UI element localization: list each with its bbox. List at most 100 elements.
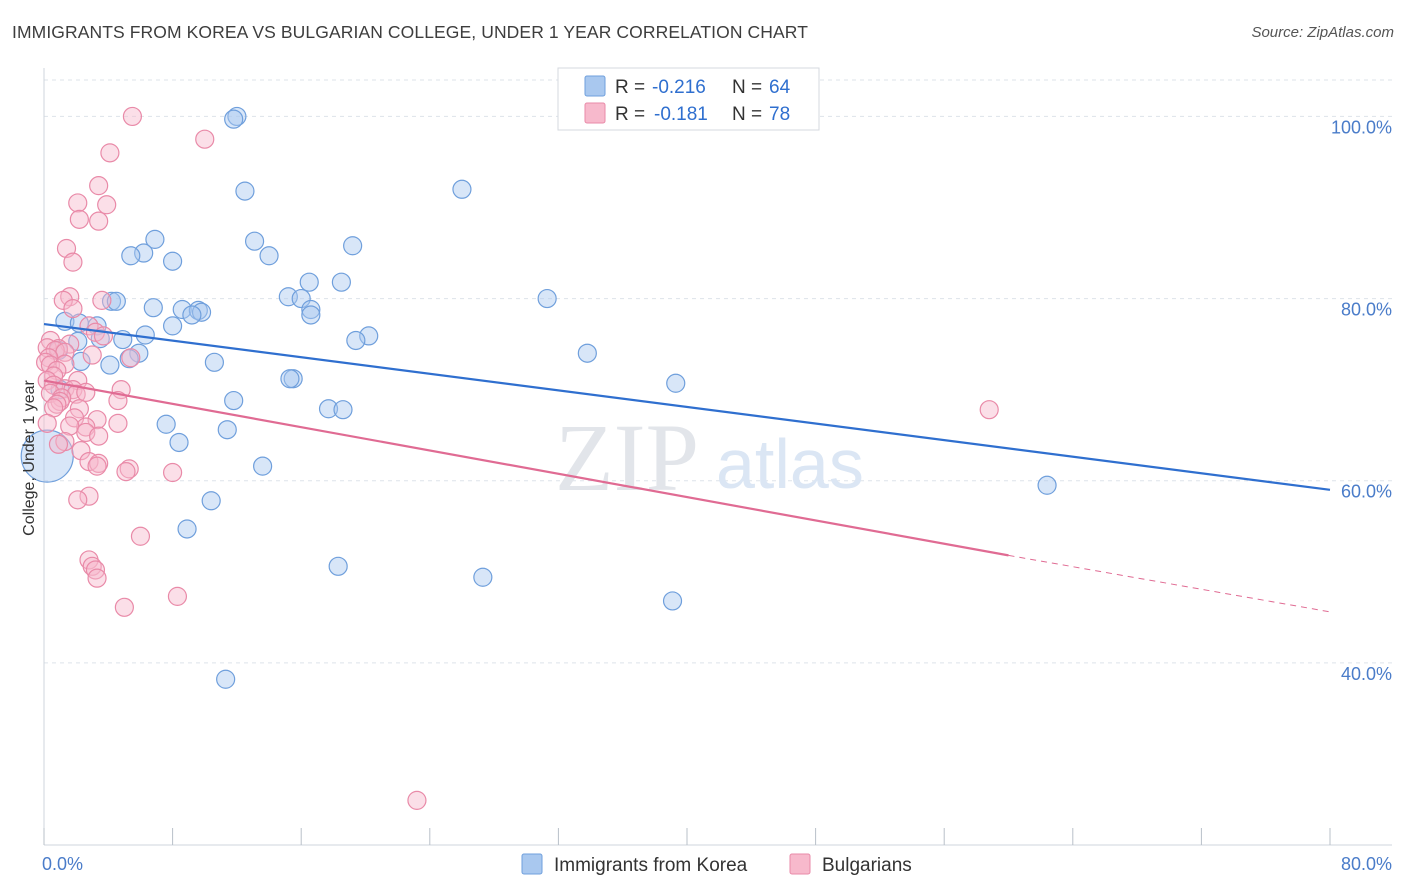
point-bulgarians-29 bbox=[47, 360, 67, 381]
point-bulgarians-59 bbox=[87, 456, 107, 476]
point-bulgarians-70 bbox=[167, 586, 188, 606]
point-bulgarians-10 bbox=[60, 287, 80, 307]
point-bulgarians-7 bbox=[89, 211, 109, 231]
point-korea-29 bbox=[163, 316, 183, 336]
point-korea-47 bbox=[224, 390, 244, 411]
point-korea-32 bbox=[346, 330, 366, 351]
point-korea-24 bbox=[301, 299, 321, 320]
y-tick-labels: 40.0% 60.0% 80.0% 100.0% bbox=[1331, 117, 1392, 683]
trend-lines bbox=[43, 322, 1331, 613]
legend-label-bulgarians: Bulgarians bbox=[822, 855, 912, 876]
point-bulgarians-52 bbox=[76, 422, 96, 443]
stats-box: R = -0.216 N = 64 R = -0.181 N = 78 bbox=[557, 67, 820, 131]
source-label: Source: ZipAtlas.com bbox=[1251, 24, 1394, 41]
point-korea-52 bbox=[169, 432, 189, 453]
point-korea-12 bbox=[299, 272, 319, 292]
legend-label-korea: Immigrants from Korea bbox=[554, 855, 748, 876]
point-bulgarians-55 bbox=[48, 434, 69, 454]
axes bbox=[43, 68, 1392, 846]
stats-swatch-bulgarians bbox=[584, 102, 606, 124]
point-korea-56 bbox=[177, 519, 197, 539]
point-bulgarians-4 bbox=[68, 193, 88, 213]
point-bulgarians-71 bbox=[114, 597, 134, 617]
point-bulgarians-25 bbox=[121, 348, 141, 368]
point-bulgarians-44 bbox=[108, 390, 128, 411]
watermark-zip: ZIP bbox=[555, 404, 699, 511]
point-bulgarians-53 bbox=[89, 426, 109, 446]
point-korea-20 bbox=[172, 299, 192, 320]
chart-title: IMMIGRANTS FROM KOREA VS BULGARIAN COLLE… bbox=[12, 22, 809, 42]
point-bulgarians-37 bbox=[40, 383, 61, 403]
point-bulgarians-36 bbox=[66, 384, 86, 404]
y-tick-label-60: 60.0% bbox=[1341, 482, 1392, 502]
stats-r-value-bulgarians: -0.181 bbox=[654, 104, 708, 125]
point-korea-9 bbox=[121, 246, 141, 266]
point-bulgarians-16 bbox=[93, 326, 114, 346]
stats-swatch-korea bbox=[584, 75, 606, 97]
stats-r-value-korea: -0.216 bbox=[652, 77, 706, 98]
stats-r-label-korea: R = bbox=[615, 77, 645, 98]
point-korea-55 bbox=[201, 491, 221, 511]
point-bulgarians-2 bbox=[100, 143, 120, 163]
grid-lines bbox=[44, 79, 1392, 664]
point-bulgarians-13 bbox=[63, 298, 83, 319]
point-korea-49 bbox=[333, 400, 353, 420]
point-korea-51 bbox=[217, 420, 237, 440]
point-bulgarians-12 bbox=[92, 290, 112, 310]
point-bulgarians-62 bbox=[163, 462, 183, 483]
y-axis-label: College, Under 1 year bbox=[21, 380, 38, 536]
point-bulgarians-65 bbox=[130, 526, 151, 546]
point-korea-11 bbox=[259, 246, 279, 266]
point-bulgarians-6 bbox=[69, 209, 89, 229]
point-korea-25 bbox=[301, 305, 321, 325]
point-korea-2 bbox=[224, 109, 244, 129]
point-bulgarians-61 bbox=[116, 462, 136, 482]
point-korea-58 bbox=[473, 567, 493, 587]
point-korea-30 bbox=[135, 325, 155, 345]
x-tick-label-max: 80.0% bbox=[1341, 854, 1392, 874]
point-korea-13 bbox=[331, 272, 351, 292]
y-tick-label-40: 40.0% bbox=[1341, 664, 1392, 684]
point-bulgarians-5 bbox=[97, 195, 117, 215]
point-korea-4 bbox=[235, 181, 255, 201]
point-korea-41 bbox=[204, 352, 224, 372]
point-bulgarians-24 bbox=[82, 345, 102, 365]
point-bulgarians-72 bbox=[979, 400, 999, 420]
legend: Immigrants from Korea Bulgarians bbox=[521, 853, 912, 876]
stats-n-value-bulgarians: 78 bbox=[769, 104, 790, 125]
point-korea-57 bbox=[328, 556, 348, 576]
watermark: ZIP atlas bbox=[555, 404, 864, 511]
watermark-atlas: atlas bbox=[716, 425, 864, 503]
point-bulgarians-50 bbox=[108, 413, 128, 433]
point-bulgarians-3 bbox=[89, 176, 109, 196]
point-korea-1 bbox=[227, 106, 247, 127]
x-tick-labels: 0.0% 80.0% bbox=[42, 854, 1392, 874]
point-korea-48 bbox=[318, 399, 339, 419]
point-korea-44 bbox=[280, 369, 300, 389]
point-korea-60 bbox=[216, 669, 236, 689]
y-tick-label-100: 100.0% bbox=[1331, 117, 1392, 137]
point-korea-15 bbox=[291, 288, 311, 309]
point-korea-19 bbox=[143, 298, 163, 318]
point-korea-45 bbox=[666, 373, 686, 393]
point-korea-5 bbox=[145, 229, 165, 249]
point-bulgarians-42 bbox=[47, 394, 67, 414]
point-korea-40 bbox=[71, 351, 91, 372]
point-korea-23 bbox=[182, 305, 202, 325]
point-bulgarians-46 bbox=[87, 410, 107, 430]
point-bulgarians-67 bbox=[82, 556, 102, 576]
point-korea-31 bbox=[359, 326, 379, 346]
trend-line-bulgarians bbox=[43, 379, 1009, 557]
point-bulgarians-63 bbox=[79, 486, 99, 506]
point-bulgarians-56 bbox=[71, 441, 91, 461]
point-korea-39 bbox=[577, 343, 597, 363]
point-korea-10 bbox=[163, 251, 183, 271]
trend-line-korea bbox=[43, 322, 1331, 491]
series-bulgarians-points bbox=[36, 106, 999, 810]
stats-n-label-korea: N = bbox=[732, 77, 762, 98]
legend-swatch-bulgarians bbox=[789, 853, 811, 875]
stats-n-label-bulgarians: N = bbox=[732, 104, 762, 125]
point-korea-50 bbox=[156, 414, 176, 434]
point-bulgarians-69 bbox=[87, 568, 107, 588]
